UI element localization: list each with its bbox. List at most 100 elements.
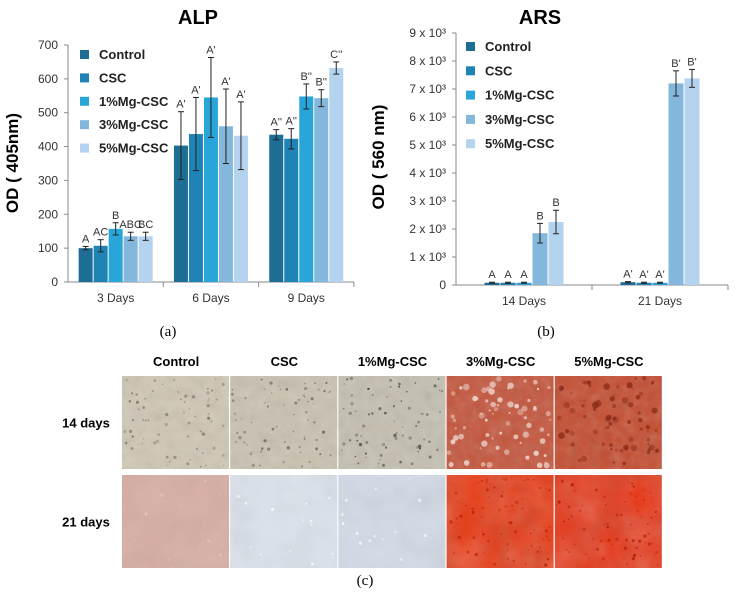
deposit-speckle: [317, 388, 320, 391]
micrograph-tile: [122, 376, 229, 469]
deposit-speckle: [294, 401, 298, 405]
deposit-speckle: [622, 461, 626, 466]
deposit-speckle: [308, 493, 310, 495]
deposit-speckle: [601, 442, 605, 446]
deposit-speckle: [642, 499, 645, 501]
deposit-speckle: [400, 558, 403, 561]
deposit-speckle: [355, 532, 359, 535]
deposit-speckle: [542, 538, 545, 541]
deposit-speckle: [647, 542, 651, 546]
deposit-speckle: [408, 436, 412, 440]
deposit-speckle: [180, 398, 182, 401]
legend-swatch: [80, 96, 89, 106]
deposit-speckle: [615, 537, 619, 541]
deposit-speckle: [480, 462, 486, 467]
significance-letter: AC: [93, 227, 108, 239]
deposit-speckle: [533, 405, 537, 410]
y-tick-label: 400: [38, 140, 58, 154]
bar: [620, 282, 636, 285]
deposit-speckle: [275, 425, 278, 428]
deposit-speckle: [331, 552, 334, 555]
significance-letter: A: [520, 269, 528, 281]
legend-swatch: [466, 139, 475, 149]
deposit-speckle: [504, 478, 508, 481]
significance-letter: A'': [270, 117, 282, 129]
deposit-speckle: [365, 441, 369, 444]
deposit-speckle: [130, 447, 134, 450]
deposit-speckle: [562, 520, 565, 523]
deposit-speckle: [543, 454, 547, 457]
deposit-speckle: [538, 486, 541, 490]
deposit-speckle: [533, 450, 539, 456]
deposit-speckle: [211, 389, 214, 392]
deposit-speckle: [315, 438, 318, 442]
deposit-speckle: [544, 529, 548, 533]
deposit-speckle: [401, 426, 404, 428]
deposit-speckle: [489, 381, 496, 388]
y-tick-label: 700: [38, 38, 58, 52]
deposit-speckle: [308, 461, 311, 464]
bar: [299, 96, 314, 282]
micrograph-texture: [338, 376, 446, 469]
deposit-speckle: [428, 440, 431, 444]
deposit-speckle: [457, 535, 461, 539]
deposit-speckle: [453, 435, 459, 441]
deposit-speckle: [485, 399, 489, 403]
deposit-speckle: [477, 481, 480, 484]
deposit-speckle: [260, 378, 263, 381]
bar: [314, 98, 329, 282]
micrograph-texture: [554, 475, 662, 568]
legend-label: 3%Mg-CSC: [99, 117, 169, 132]
deposit-speckle: [389, 378, 392, 382]
deposit-speckle: [355, 433, 359, 437]
deposit-speckle: [195, 447, 199, 450]
deposit-speckle: [425, 413, 429, 416]
deposit-speckle: [527, 478, 529, 481]
deposit-speckle: [486, 461, 493, 468]
deposit-speckle: [379, 458, 381, 461]
deposit-speckle: [312, 402, 315, 405]
deposit-speckle: [491, 412, 494, 415]
deposit-speckle: [222, 464, 225, 467]
deposit-speckle: [143, 438, 145, 440]
y-tick-label: 3 x 10³: [409, 194, 446, 208]
deposit-speckle: [125, 379, 128, 382]
significance-letter: A': [176, 99, 185, 111]
deposit-speckle: [522, 431, 529, 438]
deposit-speckle: [562, 537, 565, 540]
bar: [233, 135, 248, 282]
deposit-speckle: [270, 507, 275, 512]
deposit-speckle: [548, 526, 551, 529]
deposit-speckle: [460, 515, 463, 518]
deposit-speckle: [646, 522, 649, 526]
deposit-speckle: [632, 539, 635, 542]
deposit-speckle: [627, 420, 631, 424]
micrograph-texture: [230, 376, 338, 469]
deposit-speckle: [289, 549, 292, 552]
deposit-speckle: [165, 412, 169, 417]
deposit-speckle: [507, 401, 514, 408]
deposit-speckle: [500, 533, 503, 536]
deposit-speckle: [243, 430, 247, 434]
bar: [203, 97, 218, 282]
deposit-speckle: [616, 385, 620, 389]
deposit-speckle: [519, 441, 522, 445]
deposit-speckle: [131, 419, 134, 422]
deposit-speckle: [636, 510, 639, 513]
deposit-speckle: [581, 504, 583, 507]
deposit-speckle: [629, 492, 633, 495]
deposit-speckle: [206, 387, 209, 390]
deposit-speckle: [646, 430, 650, 433]
deposit-speckle: [466, 550, 470, 554]
deposit-speckle: [588, 384, 592, 388]
deposit-speckle: [634, 376, 638, 381]
legend-swatch: [80, 143, 89, 153]
deposit-speckle: [521, 497, 523, 500]
deposit-speckle: [206, 391, 210, 395]
deposit-speckle: [625, 538, 628, 542]
deposit-speckle: [124, 441, 128, 445]
deposit-speckle: [184, 394, 188, 398]
deposit-speckle: [457, 523, 459, 525]
y-axis-label: OD ( 560 nm): [369, 105, 388, 210]
deposit-speckle: [292, 430, 295, 433]
